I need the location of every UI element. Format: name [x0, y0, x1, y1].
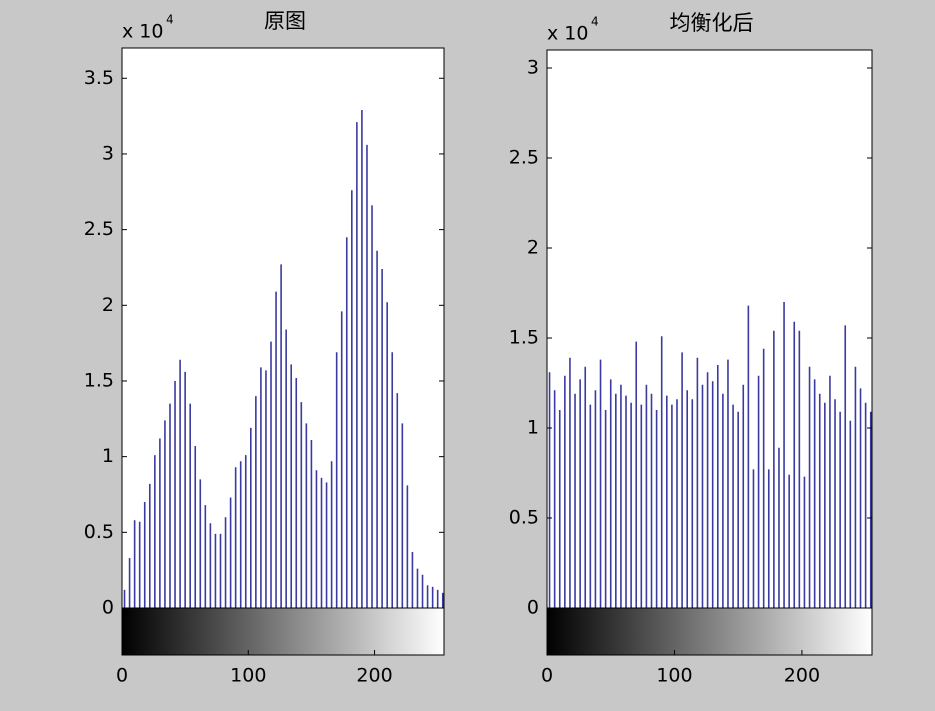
x-tick-label: 0: [116, 665, 128, 687]
y-tick-label: 1.5: [84, 369, 114, 391]
y-exponent: 4: [591, 15, 599, 29]
y-tick-label: 2.5: [84, 218, 114, 240]
y-tick-label: 3.5: [84, 67, 114, 89]
y-tick-label: 0: [102, 597, 114, 619]
x-tick-label: 100: [656, 665, 692, 687]
colorbar: [546, 607, 873, 656]
y-tick-label: 0.5: [509, 507, 539, 529]
y-multiplier: x 10: [547, 23, 588, 45]
y-tick-label: 0.5: [84, 521, 114, 543]
x-tick-label: 100: [230, 665, 266, 687]
chart-title: 均衡化后: [670, 11, 754, 35]
x-tick-label: 200: [356, 665, 392, 687]
y-tick-label: 1.5: [509, 327, 539, 349]
chart-title: 原图: [264, 9, 306, 33]
y-tick-label: 1: [102, 445, 114, 467]
y-tick-label: 3: [527, 57, 539, 79]
y-tick-label: 2: [102, 294, 114, 316]
y-exponent: 4: [166, 13, 174, 27]
x-tick-label: 200: [784, 665, 820, 687]
colorbar: [121, 607, 445, 656]
x-tick-label: 0: [541, 665, 553, 687]
y-multiplier: x 10: [122, 21, 163, 43]
y-tick-label: 2.5: [509, 147, 539, 169]
y-tick-label: 2: [527, 237, 539, 259]
y-tick-label: 3: [102, 142, 114, 164]
y-tick-label: 0: [527, 597, 539, 619]
y-tick-label: 1: [527, 417, 539, 439]
